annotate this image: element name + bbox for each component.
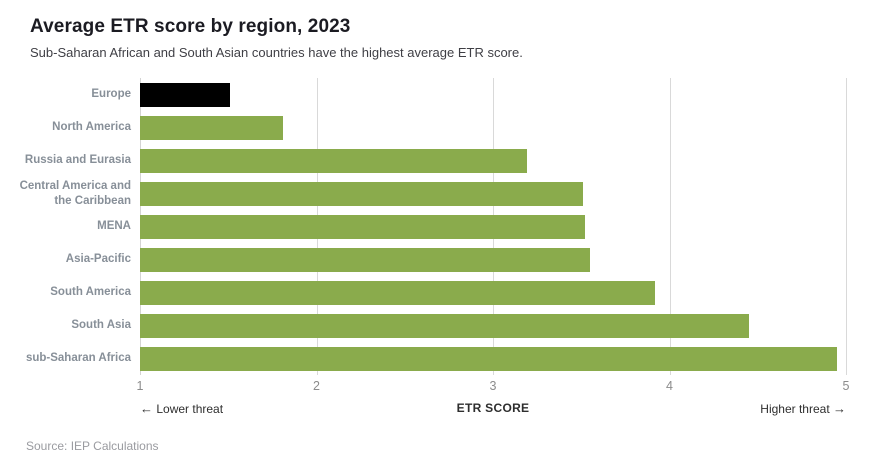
category-label: North America [52,121,131,134]
bar-row [140,342,846,375]
label-row: MENA [0,210,140,243]
chart-title: Average ETR score by region, 2023 [30,16,351,37]
bar-mena [140,214,585,239]
label-row: Asia-Pacific [0,243,140,276]
gridline-5 [846,78,847,375]
higher-threat-note: Higher threat → [760,401,846,416]
category-label: South Asia [71,319,131,332]
tick-label-4: 4 [666,379,673,393]
bar-row [140,210,846,243]
x-axis-captions: ← Lower threat ETR SCORE Higher threat → [140,399,846,417]
category-label: Russia and Eurasia [24,154,131,167]
bar-row [140,243,846,276]
left-arrow-icon: ← [140,400,153,416]
right-arrow-icon: → [833,400,846,416]
bar-europe [140,82,230,107]
bar-north-america [140,115,283,140]
x-axis-title: ETR SCORE [456,401,530,415]
plot-area [140,78,847,375]
bar-row [140,144,846,177]
bar-row [140,177,846,210]
tick-label-2: 2 [313,379,320,393]
chart-body: Europe North America Russia and Eurasia Cen… [0,78,889,375]
bar-chart: Europe North America Russia and Eurasia Cen… [0,78,889,417]
x-axis-ticks: 1 2 3 4 5 [136,379,850,397]
bar-central-america-and-the-caribbean [140,181,583,206]
chart-header: Average ETR score by region, 2023 Sub-Sa… [0,0,889,60]
label-row: Europe [0,78,140,111]
bar-russia-and-eurasia [140,148,527,173]
higher-threat-label: Higher threat [760,401,830,416]
label-row: Russia and Eurasia [0,144,140,177]
gridline-4 [669,78,671,375]
category-labels-column: Europe North America Russia and Eurasia Cen… [0,78,140,375]
lower-threat-note: ← Lower threat [140,401,223,416]
category-label: Asia-Pacific [65,253,131,266]
tick-label-1: 1 [136,379,144,393]
category-label: MENA [97,220,131,233]
bar-row [140,111,846,144]
bar-south-asia [140,313,749,338]
bar-sub-saharan-africa [140,346,838,371]
tick-label-3: 3 [489,379,497,393]
label-row: sub-Saharan Africa [0,342,140,375]
chart-subtitle: Sub-Saharan African and South Asian coun… [30,45,523,60]
source-note: Source: IEP Calculations [26,439,159,453]
bar-row [140,78,846,111]
bar-south-america [140,280,656,305]
category-label: sub-Saharan Africa [25,352,131,365]
category-label: South America [50,286,131,299]
category-label: Central America and the Caribbean [19,180,131,207]
bar-asia-pacific [140,247,591,272]
label-row: Central America and the Caribbean [0,177,140,210]
bar-row [140,309,846,342]
lower-threat-label: Lower threat [156,401,224,416]
label-row: South Asia [0,309,140,342]
label-row: South America [0,276,140,309]
bar-row [140,276,846,309]
tick-label-5: 5 [842,379,850,393]
category-label: Europe [91,88,131,101]
label-row: North America [0,111,140,144]
